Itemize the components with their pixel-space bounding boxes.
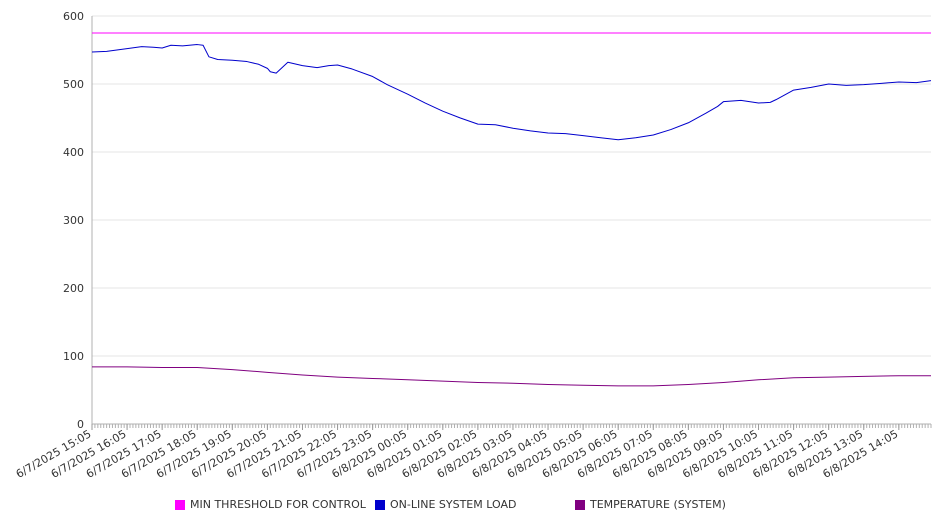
axes [91,16,932,430]
y-tick-label: 100 [63,350,84,363]
series-lines [91,32,932,387]
grid-lines [92,15,931,357]
x-tick-labels: 6/7/2025 15:056/7/2025 16:056/7/2025 17:… [14,427,901,481]
series-line-temperature [92,366,931,387]
legend-swatch-temperature [575,499,585,510]
y-tick-label: 500 [63,78,84,91]
legend-label-min-threshold: MIN THRESHOLD FOR CONTROL [190,498,366,511]
legend-item-system-load[interactable]: ON-LINE SYSTEM LOAD [375,498,516,511]
legend-item-temperature[interactable]: TEMPERATURE (SYSTEM) [575,498,726,511]
legend-label-system-load: ON-LINE SYSTEM LOAD [390,498,517,511]
legend-label-temperature: TEMPERATURE (SYSTEM) [590,498,726,511]
x-axis-minor-ticks [91,424,932,428]
legend-item-min-threshold[interactable]: MIN THRESHOLD FOR CONTROL [175,498,366,511]
legend-swatch-min-threshold [175,499,185,510]
y-tick-label: 400 [63,146,84,159]
series-line-system-load [91,44,932,141]
legend-swatch-system-load [375,499,385,510]
y-tick-label: 0 [77,418,84,431]
y-tick-label: 200 [63,282,84,295]
y-tick-labels: 0 100 200 300 400 500 600 [63,10,84,431]
y-tick-label: 300 [63,214,84,227]
y-tick-label: 600 [63,10,84,23]
legend: MIN THRESHOLD FOR CONTROL ON-LINE SYSTEM… [0,498,946,514]
